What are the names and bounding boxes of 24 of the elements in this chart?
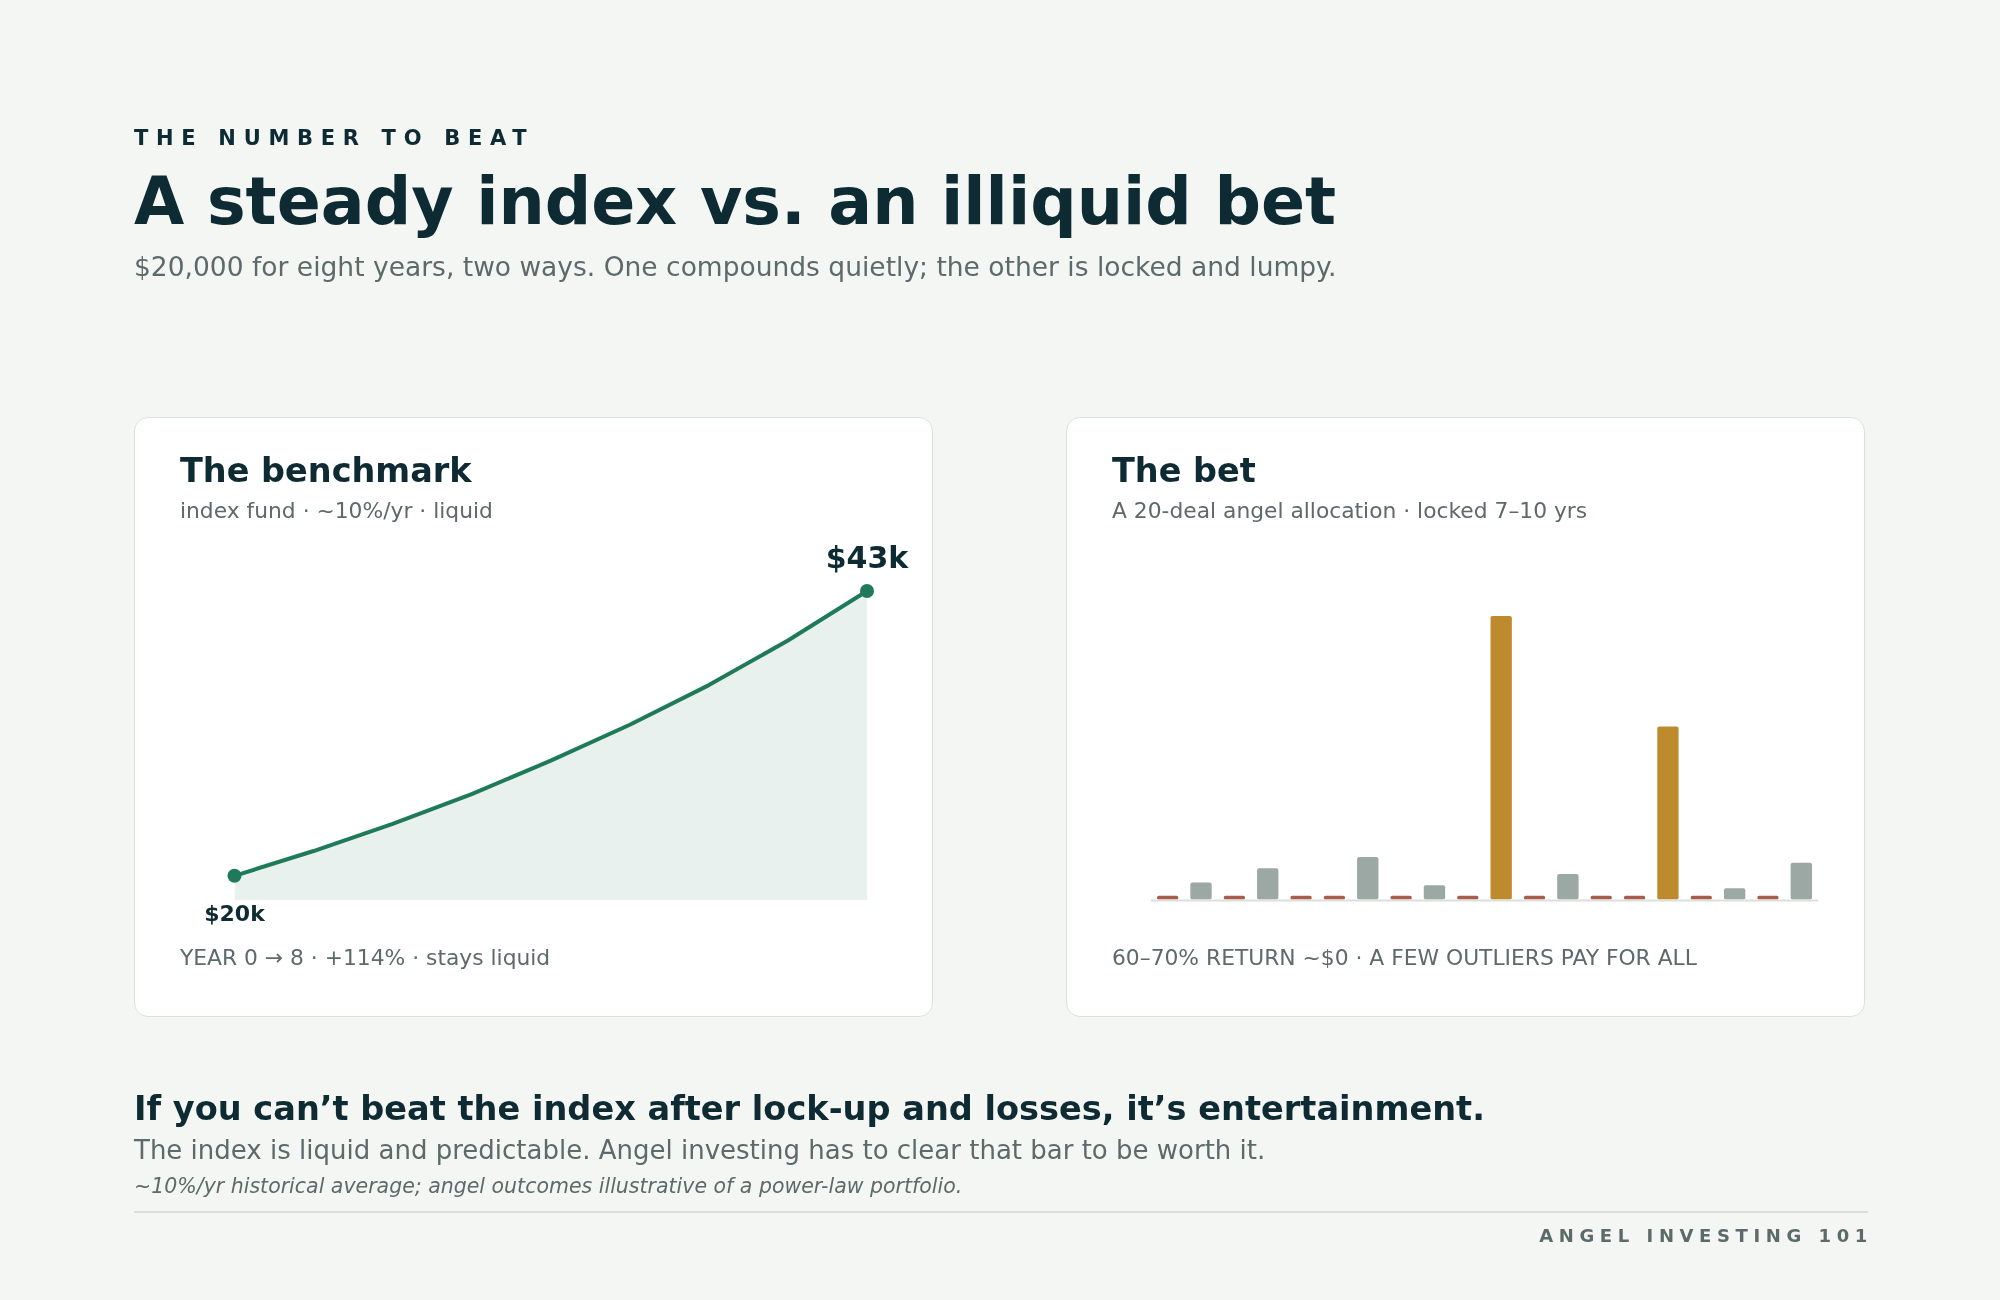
- text: If you can’t beat the index after lock-up and losses, it’s entertainment.: [134, 1089, 1485, 1130]
- bar: [1257, 868, 1279, 900]
- text: 60–70% RETURN ~$0 · A FEW OUTLIERS PAY FOR ALL: [1112, 945, 1697, 972]
- bar: [1190, 882, 1212, 900]
- bar: [1723, 888, 1746, 900]
- bar: [1557, 873, 1579, 900]
- text: $20,000 for eight years, two ways. One compounds quietly; the other is locked and lumpy.: [134, 251, 1337, 283]
- bar: [1490, 616, 1512, 900]
- chart-title: The benchmark: [180, 451, 472, 492]
- annotation: YEAR 0 → 8 · +114% · stays liquid: [180, 945, 551, 972]
- text: THE NUMBER TO BEAT: [134, 126, 535, 152]
- data-label: $43k: [825, 540, 910, 575]
- bar: [1357, 856, 1379, 900]
- text: ~10%/yr historical average; angel outcomes illustrative of a power-law portfolio.: [134, 1174, 963, 1199]
- chart-subtitle: index fund · ~10%/yr · liquid: [180, 498, 493, 525]
- chart-title: The bet: [1112, 451, 1256, 492]
- bar: [1790, 862, 1812, 900]
- bar: [1657, 726, 1679, 900]
- text: ANGEL INVESTING 101: [1539, 1225, 1873, 1247]
- text: A steady index vs. an illiquid bet: [134, 163, 1337, 241]
- data-label: $20k: [204, 900, 267, 926]
- chart-subtitle: A 20-deal angel allocation · locked 7–10 yrs: [1112, 498, 1588, 525]
- bar: [1423, 885, 1446, 900]
- text: The index is liquid and predictable. Angel investing has to clear that bar to be worth it.: [134, 1135, 1266, 1167]
